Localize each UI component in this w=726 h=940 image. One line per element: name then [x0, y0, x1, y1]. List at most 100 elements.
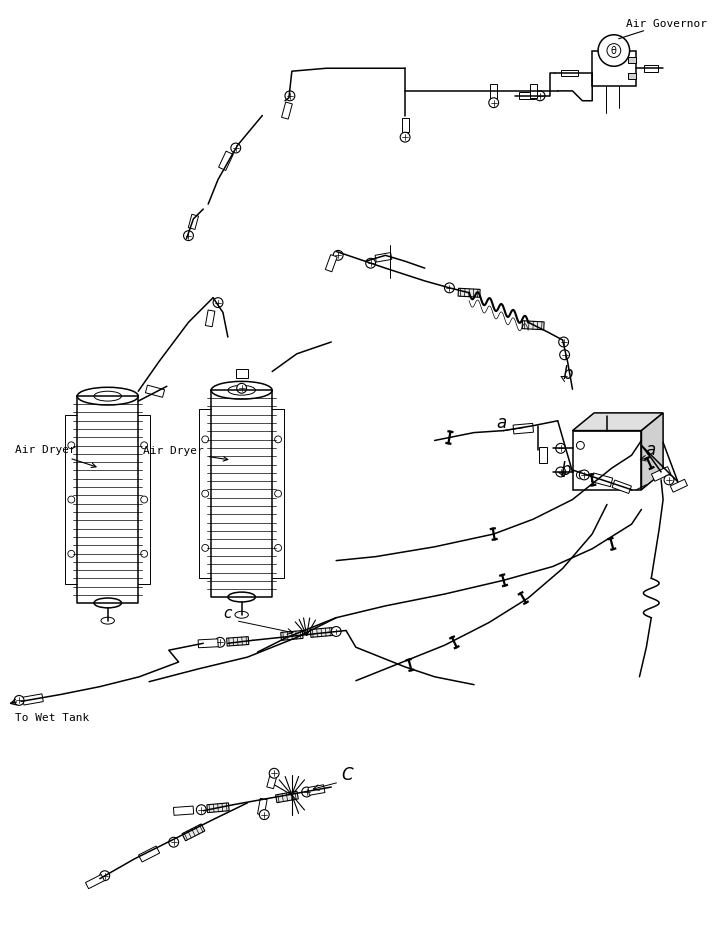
Polygon shape	[612, 480, 632, 494]
Circle shape	[202, 436, 208, 443]
Polygon shape	[267, 772, 277, 789]
Circle shape	[215, 637, 225, 648]
Polygon shape	[86, 874, 105, 888]
Circle shape	[274, 544, 282, 552]
Circle shape	[237, 384, 247, 393]
Circle shape	[489, 98, 499, 108]
Circle shape	[202, 544, 208, 552]
Polygon shape	[539, 447, 547, 463]
Circle shape	[68, 550, 75, 557]
Text: Air Governor: Air Governor	[626, 19, 706, 29]
Circle shape	[560, 350, 570, 360]
Text: Air Dryer: Air Dryer	[15, 446, 96, 467]
Polygon shape	[207, 803, 229, 812]
Polygon shape	[458, 289, 480, 297]
Polygon shape	[573, 431, 642, 490]
Text: C: C	[341, 766, 353, 784]
Ellipse shape	[211, 382, 272, 400]
Circle shape	[202, 490, 208, 497]
Circle shape	[274, 490, 282, 497]
Text: To Wet Tank: To Wet Tank	[15, 713, 89, 723]
Polygon shape	[325, 255, 337, 272]
Circle shape	[556, 467, 566, 477]
Polygon shape	[205, 310, 215, 327]
Circle shape	[366, 258, 375, 268]
Ellipse shape	[235, 611, 248, 619]
Polygon shape	[282, 102, 293, 119]
Circle shape	[664, 475, 674, 485]
Circle shape	[196, 805, 206, 815]
Circle shape	[68, 442, 75, 448]
Polygon shape	[276, 791, 298, 803]
Polygon shape	[281, 631, 303, 640]
Ellipse shape	[94, 598, 121, 608]
Polygon shape	[145, 385, 165, 398]
Polygon shape	[651, 466, 671, 481]
Polygon shape	[308, 785, 325, 795]
Circle shape	[68, 496, 75, 503]
Text: b: b	[560, 461, 571, 478]
FancyBboxPatch shape	[592, 51, 635, 86]
Text: b: b	[563, 366, 573, 384]
Polygon shape	[227, 636, 249, 646]
Polygon shape	[188, 214, 198, 229]
Text: a: a	[645, 441, 656, 460]
Polygon shape	[670, 479, 688, 493]
Circle shape	[556, 444, 566, 453]
Circle shape	[15, 696, 24, 705]
Polygon shape	[490, 84, 497, 98]
Circle shape	[285, 91, 295, 101]
Circle shape	[213, 298, 223, 307]
Circle shape	[184, 230, 193, 241]
Ellipse shape	[228, 592, 256, 602]
Polygon shape	[219, 151, 233, 170]
Ellipse shape	[77, 387, 138, 405]
Circle shape	[168, 838, 179, 847]
Polygon shape	[258, 798, 267, 815]
Circle shape	[576, 442, 584, 449]
Text: θ: θ	[611, 45, 617, 55]
Circle shape	[333, 250, 343, 260]
Text: a: a	[497, 414, 507, 431]
Polygon shape	[401, 118, 409, 133]
Polygon shape	[375, 253, 392, 262]
Circle shape	[576, 471, 584, 478]
Circle shape	[331, 627, 341, 636]
Circle shape	[100, 870, 110, 881]
Polygon shape	[642, 413, 663, 490]
Circle shape	[579, 470, 590, 479]
Circle shape	[598, 35, 629, 67]
Circle shape	[259, 809, 269, 820]
Polygon shape	[592, 473, 613, 487]
Polygon shape	[522, 321, 544, 330]
Circle shape	[400, 133, 410, 142]
Bar	[628, 57, 635, 63]
Polygon shape	[513, 423, 534, 434]
Circle shape	[444, 283, 454, 292]
Ellipse shape	[101, 618, 115, 624]
Circle shape	[141, 442, 147, 448]
Polygon shape	[530, 84, 537, 98]
Circle shape	[535, 91, 545, 101]
Bar	[628, 73, 635, 79]
Polygon shape	[519, 92, 535, 100]
Circle shape	[141, 496, 147, 503]
Polygon shape	[573, 413, 663, 431]
Circle shape	[559, 337, 568, 347]
Polygon shape	[310, 628, 333, 637]
Polygon shape	[174, 807, 194, 815]
Polygon shape	[645, 65, 658, 71]
Polygon shape	[560, 70, 579, 76]
Polygon shape	[182, 824, 205, 840]
Circle shape	[269, 768, 279, 778]
Polygon shape	[198, 639, 219, 648]
Text: c: c	[223, 605, 232, 620]
Polygon shape	[139, 846, 160, 862]
Circle shape	[302, 787, 311, 797]
Text: Air Dryer: Air Dryer	[143, 446, 228, 462]
Circle shape	[231, 143, 240, 153]
Polygon shape	[236, 369, 248, 378]
Circle shape	[141, 550, 147, 557]
Circle shape	[274, 436, 282, 443]
Polygon shape	[23, 694, 44, 705]
